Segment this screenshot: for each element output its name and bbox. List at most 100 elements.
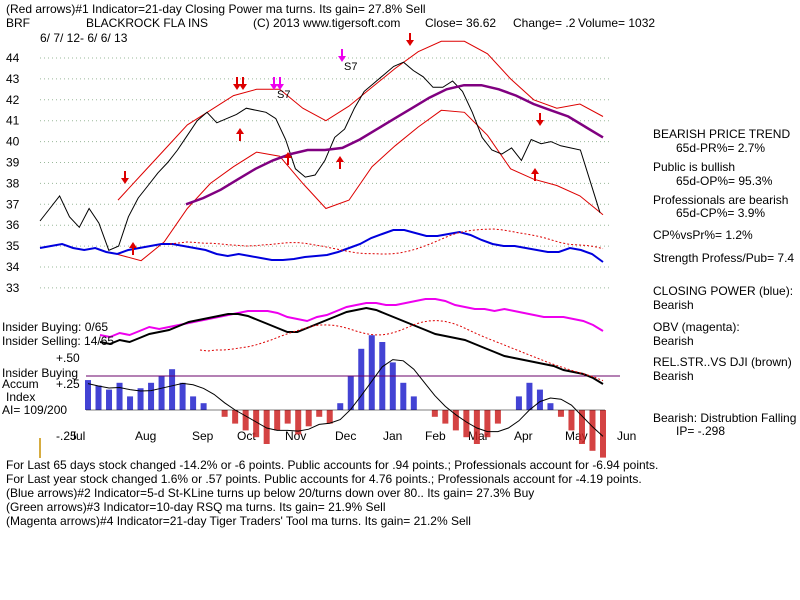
sell-arrow (239, 77, 247, 90)
accum-bar (431, 410, 438, 417)
date-range: 6/ 7/ 12- 6/ 6/ 13 (40, 31, 128, 45)
moving-average-line (185, 83, 604, 206)
accum-bar (106, 389, 113, 410)
distribution-status: Bearish: Distrubtion Falling (653, 411, 797, 425)
s7-marker: S7 (344, 61, 358, 73)
accum-bar (305, 410, 312, 427)
insider-selling-count: Insider Selling: 14/65 (2, 334, 115, 348)
symbol: BRF (6, 16, 30, 30)
month-axis-labels: JulAugSepOctNovDecJanFebMarAprMayJun (70, 429, 636, 443)
price-tick-label: 40 (6, 135, 20, 149)
buy-arrow (129, 242, 137, 255)
obv-status: Bearish (653, 334, 694, 348)
accum-bar (463, 410, 470, 438)
price-tick-label: 43 (6, 72, 20, 86)
cp-value: 65d-CP%= 3.9% (676, 206, 766, 220)
accum-ma (87, 359, 604, 437)
accum-bar (389, 362, 396, 410)
accum-bar (295, 410, 302, 435)
price-tick-label: 41 (6, 114, 20, 128)
price-tick-label: 44 (6, 51, 20, 65)
upper-band (117, 40, 604, 201)
opct-line (99, 298, 604, 339)
accum-bar (263, 410, 270, 444)
indicator-1-description: (Red arrows)#1 Indicator=21-day Closing … (6, 2, 426, 16)
accum-bar (337, 403, 344, 410)
buy-arrow (236, 128, 244, 141)
accum-bar (589, 410, 596, 451)
accum-bar (515, 396, 522, 410)
accum-bar (410, 396, 417, 410)
accum-bar (400, 382, 407, 410)
accum-bar (284, 410, 291, 424)
relstr-status: Bearish (653, 369, 694, 383)
lower-band (117, 109, 604, 262)
accum-bar (473, 410, 480, 444)
accum-bar (85, 380, 91, 410)
month-label: Feb (425, 429, 446, 443)
insider-buying-count: Insider Buying: 0/65 (2, 320, 109, 334)
cp-vs-pr: CP%vsPr%= 1.2% (653, 228, 753, 242)
buy-arrow (336, 156, 344, 169)
public-title: Public is bullish (653, 160, 736, 174)
obv-label: OBV (magenta): (653, 320, 740, 334)
price-axis-ticks: 44 43 42 41 40 39 38 37 36 35 34 33 (6, 51, 20, 295)
accum-bar (452, 410, 459, 431)
accum-bar (484, 410, 491, 438)
accum-bar (253, 410, 260, 438)
accum-bar (568, 410, 575, 431)
buy-arrow (284, 152, 292, 165)
accum-bar (358, 348, 365, 410)
change-value: Change= .2 (513, 16, 576, 30)
month-label: Jul (70, 429, 85, 443)
price-line (39, 61, 601, 251)
accum-bar (347, 376, 354, 410)
op-value: 65d-OP%= 95.3% (676, 174, 773, 188)
sell-arrow (338, 49, 346, 62)
month-label: Apr (514, 429, 533, 443)
accum-bar (442, 410, 449, 424)
month-label: Aug (135, 429, 156, 443)
month-label: Sep (192, 429, 214, 443)
trend-title: BEARISH PRICE TREND (653, 127, 791, 141)
sell-arrow (233, 77, 241, 90)
indicator-2-description: (Blue arrows)#2 Indicator=5-d St-KLine t… (6, 486, 535, 500)
relstr-ma (199, 320, 604, 382)
price-tick-label: 35 (6, 239, 20, 253)
accum-label: Accum (2, 377, 39, 391)
price-tick-label: 33 (6, 281, 20, 295)
accum-bar (221, 410, 228, 417)
accum-bar (158, 376, 165, 410)
accum-bar (232, 410, 239, 424)
strength-ratio: Strength Profess/Pub= 7.4 (653, 251, 795, 265)
accum-bar (127, 396, 134, 410)
footer-65day: For Last 65 days stock changed -14.2% or… (6, 458, 659, 472)
buy-arrow (531, 168, 539, 181)
close-value: Close= 36.62 (425, 16, 497, 30)
sell-arrow (276, 77, 284, 90)
accum-bar (526, 382, 533, 410)
accum-bar (190, 396, 197, 410)
accum-bar (536, 389, 543, 410)
price-tick-label: 34 (6, 260, 20, 274)
company-name: BLACKROCK FLA INS (86, 16, 209, 30)
footer-year: For Last year stock changed 1.6% or .57 … (6, 472, 642, 486)
closing-power-label: CLOSING POWER (blue): (653, 284, 794, 298)
price-tick-label: 38 (6, 176, 20, 190)
accum-bar (200, 403, 207, 410)
accum-bar (578, 410, 585, 444)
accum-bar (274, 410, 281, 431)
sell-arrow (406, 33, 414, 46)
accum-bar (316, 410, 323, 417)
closing-power-status: Bearish (653, 298, 694, 312)
accum-bar (137, 388, 144, 410)
accum-bar (148, 382, 155, 410)
price-tick-label: 36 (6, 218, 20, 232)
month-label: Dec (335, 429, 356, 443)
sell-arrow (121, 171, 129, 184)
accum-bar (95, 385, 102, 410)
index-label: Index (6, 390, 36, 404)
accum-bar (547, 403, 554, 410)
sell-arrow (536, 113, 544, 126)
